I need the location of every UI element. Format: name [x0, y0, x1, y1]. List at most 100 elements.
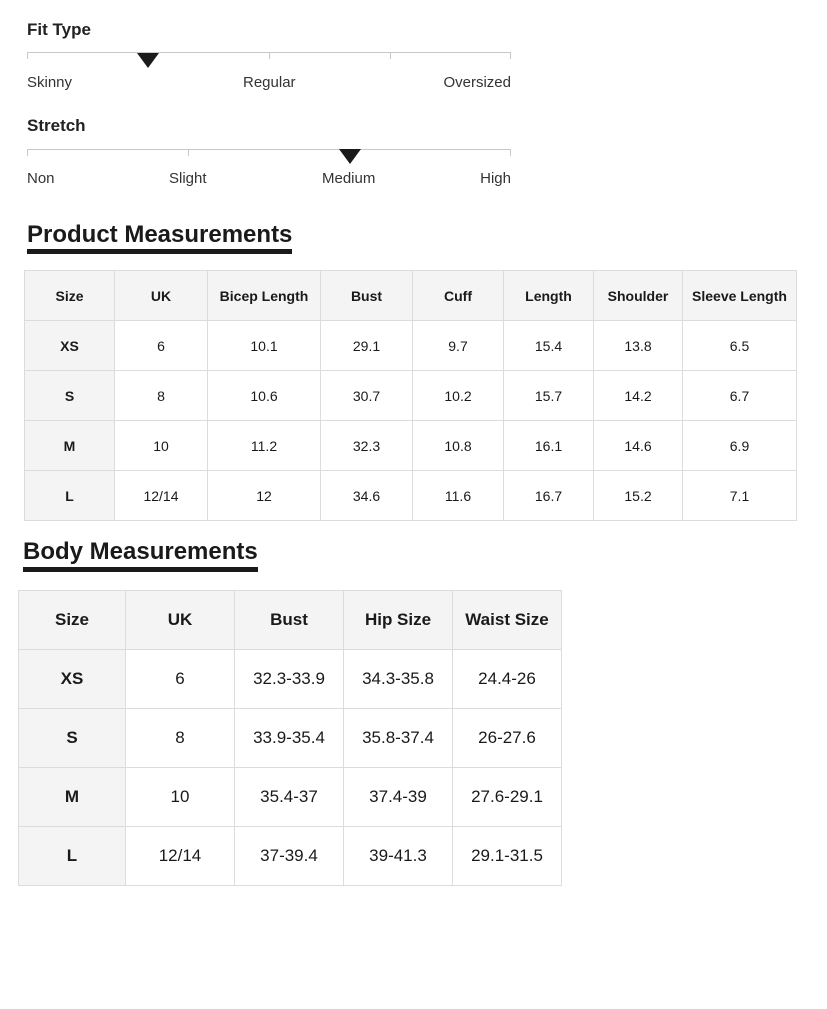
- table-cell: 14.2: [593, 370, 683, 421]
- fit-type-tick: [390, 52, 391, 59]
- table-cell: 35.4-37: [234, 767, 344, 827]
- table-cell: 13.8: [593, 320, 683, 371]
- table-row: XS 6 32.3-33.9 34.3-35.8 24.4-26: [18, 649, 562, 709]
- table-cell: 6.9: [682, 420, 797, 471]
- table-cell: S: [24, 370, 115, 421]
- heading-underline: [27, 249, 293, 254]
- table-row: S 8 10.6 30.7 10.2 15.7 14.2 6.7: [24, 370, 797, 421]
- body-measurements-title: Body Measurements: [23, 538, 258, 565]
- column-header: Bust: [234, 590, 344, 650]
- table-cell: 6.5: [682, 320, 797, 371]
- table-cell: 26-27.6: [452, 708, 562, 768]
- table-cell: 10.1: [207, 320, 321, 371]
- table-cell: 12/14: [114, 470, 208, 521]
- table-row: M 10 11.2 32.3 10.8 16.1 14.6 6.9: [24, 420, 797, 471]
- table-cell: 32.3-33.9: [234, 649, 344, 709]
- fit-type-label-oversized: Oversized: [443, 74, 511, 91]
- column-header: Cuff: [412, 270, 504, 321]
- table-cell: 39-41.3: [343, 826, 453, 886]
- fit-type-tick: [27, 52, 28, 59]
- table-row: M 10 35.4-37 37.4-39 27.6-29.1: [18, 767, 562, 827]
- table-cell: 35.8-37.4: [343, 708, 453, 768]
- table-cell: M: [24, 420, 115, 471]
- table-cell: 7.1: [682, 470, 797, 521]
- table-cell: XS: [24, 320, 115, 371]
- column-header: Size: [24, 270, 115, 321]
- fit-type-tick: [269, 52, 270, 59]
- table-cell: 14.6: [593, 420, 683, 471]
- stretch-tick: [188, 149, 189, 156]
- fit-type-marker-icon: [137, 53, 159, 68]
- table-row: L 12/14 12 34.6 11.6 16.7 15.2 7.1: [24, 470, 797, 521]
- table-cell: 10: [114, 420, 208, 471]
- table-row: XS 6 10.1 29.1 9.7 15.4 13.8 6.5: [24, 320, 797, 371]
- column-header: Shoulder: [593, 270, 683, 321]
- table-cell: 6.7: [682, 370, 797, 421]
- table-header-row: Size UK Bicep Length Bust Cuff Length Sh…: [24, 270, 797, 321]
- column-header: Hip Size: [343, 590, 453, 650]
- column-header: Bust: [320, 270, 413, 321]
- table-cell: 30.7: [320, 370, 413, 421]
- product-measurements-title: Product Measurements: [27, 221, 293, 248]
- column-header: UK: [114, 270, 208, 321]
- stretch-scale-line: [27, 149, 511, 150]
- table-cell: 37.4-39: [343, 767, 453, 827]
- fit-type-tick: [510, 52, 511, 59]
- table-cell: 29.1: [320, 320, 413, 371]
- table-cell: 11.2: [207, 420, 321, 471]
- table-cell: 32.3: [320, 420, 413, 471]
- table-cell: 33.9-35.4: [234, 708, 344, 768]
- table-cell: 15.2: [593, 470, 683, 521]
- table-cell: 12/14: [125, 826, 235, 886]
- table-cell: 15.7: [503, 370, 594, 421]
- column-header: UK: [125, 590, 235, 650]
- column-header: Sleeve Length: [682, 270, 797, 321]
- table-cell: 29.1-31.5: [452, 826, 562, 886]
- body-measurements-heading: Body Measurements: [23, 538, 258, 572]
- column-header: Length: [503, 270, 594, 321]
- table-cell: S: [18, 708, 126, 768]
- fit-type-label-regular: Regular: [243, 74, 296, 91]
- column-header: Bicep Length: [207, 270, 321, 321]
- table-row: L 12/14 37-39.4 39-41.3 29.1-31.5: [18, 826, 562, 886]
- stretch-tick: [27, 149, 28, 156]
- table-row: S 8 33.9-35.4 35.8-37.4 26-27.6: [18, 708, 562, 768]
- table-cell: 9.7: [412, 320, 504, 371]
- table-cell: 16.1: [503, 420, 594, 471]
- table-cell: L: [18, 826, 126, 886]
- product-measurements-heading: Product Measurements: [27, 221, 293, 254]
- fit-type-label-skinny: Skinny: [27, 74, 73, 91]
- table-cell: 8: [125, 708, 235, 768]
- table-cell: 15.4: [503, 320, 594, 371]
- table-cell: 11.6: [412, 470, 504, 521]
- table-cell: L: [24, 470, 115, 521]
- stretch-label-non: Non: [27, 170, 55, 187]
- table-cell: 34.3-35.8: [343, 649, 453, 709]
- stretch-label-medium: Medium: [322, 170, 376, 187]
- stretch-label-high: High: [480, 170, 511, 187]
- table-cell: XS: [18, 649, 126, 709]
- table-cell: 24.4-26: [452, 649, 562, 709]
- table-cell: 10.6: [207, 370, 321, 421]
- fit-type-title: Fit Type: [27, 20, 91, 39]
- table-cell: 6: [125, 649, 235, 709]
- table-cell: 37-39.4: [234, 826, 344, 886]
- stretch-marker-icon: [338, 149, 361, 164]
- table-cell: 6: [114, 320, 208, 371]
- stretch-label-slight: Slight: [169, 170, 207, 187]
- table-cell: 10: [125, 767, 235, 827]
- stretch-tick: [510, 149, 511, 156]
- table-cell: 12: [207, 470, 321, 521]
- body-measurements-table: Size UK Bust Hip Size Waist Size XS 6 32…: [18, 590, 562, 886]
- table-cell: 27.6-29.1: [452, 767, 562, 827]
- table-cell: 34.6: [320, 470, 413, 521]
- table-cell: M: [18, 767, 126, 827]
- table-cell: 8: [114, 370, 208, 421]
- stretch-title: Stretch: [27, 116, 86, 135]
- table-cell: 16.7: [503, 470, 594, 521]
- column-header: Size: [18, 590, 126, 650]
- table-cell: 10.2: [412, 370, 504, 421]
- heading-underline: [23, 567, 258, 572]
- column-header: Waist Size: [452, 590, 562, 650]
- table-header-row: Size UK Bust Hip Size Waist Size: [18, 590, 562, 650]
